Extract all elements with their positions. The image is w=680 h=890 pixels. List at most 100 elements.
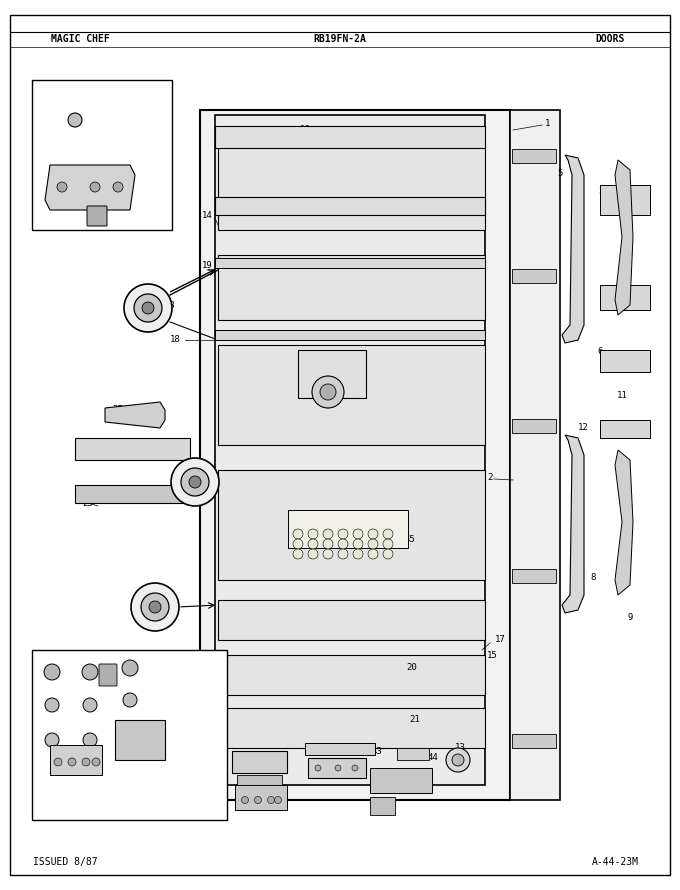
Bar	[215, 258, 485, 268]
Text: 17: 17	[494, 635, 505, 644]
Circle shape	[353, 529, 363, 539]
Text: A-44-23M: A-44-23M	[592, 857, 639, 867]
Text: 22: 22	[347, 511, 358, 520]
Circle shape	[92, 758, 100, 766]
Polygon shape	[105, 402, 165, 428]
Circle shape	[308, 529, 318, 539]
Bar	[232, 751, 287, 773]
Circle shape	[315, 765, 321, 771]
Circle shape	[312, 376, 344, 408]
Bar	[235, 785, 287, 810]
Text: 16: 16	[300, 125, 310, 134]
Circle shape	[134, 294, 162, 322]
Circle shape	[368, 549, 378, 559]
Bar	[50, 745, 102, 775]
Circle shape	[181, 468, 209, 496]
Circle shape	[320, 384, 336, 400]
Text: 14: 14	[202, 211, 212, 220]
Circle shape	[308, 549, 318, 559]
Circle shape	[83, 698, 97, 712]
Circle shape	[83, 733, 97, 747]
Text: 41: 41	[90, 689, 100, 698]
Text: 9: 9	[628, 612, 632, 621]
Circle shape	[90, 182, 100, 192]
Bar	[75, 485, 190, 503]
Text: 36: 36	[138, 792, 148, 802]
Bar	[600, 350, 650, 372]
Circle shape	[141, 593, 169, 621]
Bar	[305, 743, 375, 755]
Circle shape	[254, 797, 262, 804]
Bar	[512, 734, 556, 748]
Text: 29: 29	[124, 190, 135, 199]
Circle shape	[293, 539, 303, 549]
Circle shape	[171, 458, 219, 506]
Text: 19: 19	[202, 261, 212, 270]
Circle shape	[82, 664, 98, 680]
Text: 44: 44	[428, 754, 439, 763]
Polygon shape	[562, 155, 584, 343]
Circle shape	[44, 664, 60, 680]
Circle shape	[267, 797, 275, 804]
Bar	[512, 419, 556, 433]
Text: 5: 5	[558, 169, 562, 179]
Circle shape	[82, 758, 90, 766]
Circle shape	[149, 601, 161, 613]
Text: 40: 40	[47, 689, 57, 698]
Bar	[218, 345, 485, 445]
Circle shape	[323, 549, 333, 559]
Polygon shape	[45, 165, 135, 210]
Circle shape	[446, 748, 470, 772]
Text: 8: 8	[590, 572, 596, 581]
Text: 37: 37	[388, 781, 398, 789]
Circle shape	[308, 539, 318, 549]
Circle shape	[54, 758, 62, 766]
Text: 31: 31	[47, 654, 57, 664]
FancyBboxPatch shape	[87, 206, 107, 226]
Text: 11: 11	[617, 391, 628, 400]
Bar	[32, 80, 172, 230]
Bar	[218, 145, 485, 230]
Circle shape	[293, 529, 303, 539]
Text: 28: 28	[150, 103, 160, 112]
Bar	[237, 775, 282, 785]
Bar	[218, 708, 485, 748]
Circle shape	[68, 758, 76, 766]
Circle shape	[338, 529, 348, 539]
Text: 20: 20	[407, 664, 418, 673]
Text: 1: 1	[545, 118, 551, 127]
Circle shape	[338, 539, 348, 549]
Text: 27: 27	[113, 406, 123, 415]
Text: 21: 21	[409, 716, 420, 724]
Text: 32: 32	[47, 723, 57, 732]
Bar	[370, 797, 395, 815]
Bar	[308, 758, 366, 778]
Polygon shape	[562, 435, 584, 613]
Text: 6: 6	[597, 347, 602, 357]
Text: 18: 18	[169, 336, 180, 344]
Circle shape	[57, 182, 67, 192]
Circle shape	[383, 549, 393, 559]
Polygon shape	[615, 450, 633, 595]
Circle shape	[142, 302, 154, 314]
Circle shape	[353, 549, 363, 559]
Text: 42: 42	[90, 654, 100, 664]
Circle shape	[352, 765, 358, 771]
Text: 10: 10	[573, 533, 583, 543]
Bar	[115, 720, 165, 760]
Bar	[600, 185, 650, 215]
Bar	[370, 768, 432, 793]
Text: 26: 26	[322, 377, 333, 386]
Bar	[215, 115, 485, 785]
Circle shape	[275, 797, 282, 804]
Text: 2: 2	[488, 473, 493, 481]
Text: MAGIC CHEF: MAGIC CHEF	[50, 34, 109, 44]
Text: 39: 39	[90, 723, 100, 732]
Circle shape	[241, 797, 248, 804]
Bar	[215, 126, 485, 148]
Circle shape	[335, 765, 341, 771]
Circle shape	[122, 660, 138, 676]
Text: 23: 23	[185, 478, 195, 487]
Circle shape	[189, 476, 201, 488]
Text: 4: 4	[617, 203, 623, 212]
